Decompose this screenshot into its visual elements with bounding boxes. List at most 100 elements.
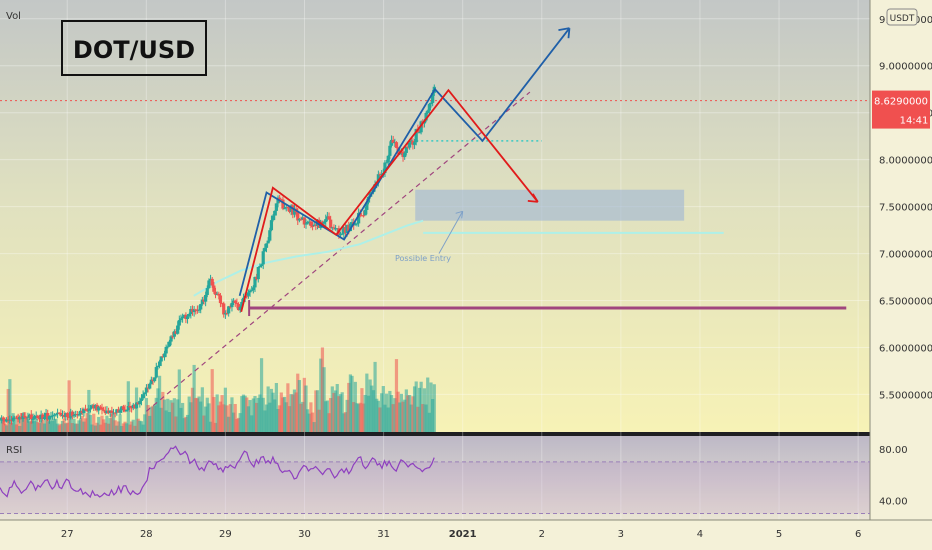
candle-141 <box>232 298 236 306</box>
candle-22 <box>36 414 40 421</box>
candle-8 <box>13 415 17 420</box>
volume-bar-93 <box>153 405 157 432</box>
rsi-panel: 80.00 40.00 <box>0 445 908 515</box>
time-tick-label-8: 4 <box>697 529 703 540</box>
volume-bar-72 <box>118 414 122 432</box>
candle-113 <box>185 314 190 324</box>
volume-bar-160 <box>263 410 267 432</box>
price-tick-label-6: 6.5000000 <box>879 297 932 308</box>
volume-bar-107 <box>176 399 180 432</box>
volume-bar-150 <box>246 406 251 432</box>
volume-bar-158 <box>259 358 264 432</box>
time-tick-label-2: 29 <box>219 529 232 540</box>
candle-137 <box>225 309 229 316</box>
candle-254 <box>417 131 422 134</box>
candle-143 <box>235 298 239 309</box>
volume-bar-221 <box>363 394 367 432</box>
candle-98 <box>161 353 165 358</box>
volume-bar-137 <box>225 405 229 432</box>
candle-133 <box>218 292 223 308</box>
volume-bar-41 <box>67 380 71 432</box>
volume-bar-210 <box>345 399 349 432</box>
volume-bar-121 <box>199 401 203 432</box>
moving-average <box>193 219 424 297</box>
volume-label: Vol <box>6 11 21 22</box>
volume-bar-228 <box>375 398 379 432</box>
blue-arrowhead <box>558 27 571 39</box>
volume-bar-233 <box>383 404 387 432</box>
volume-bar-24 <box>39 416 43 432</box>
volume-bar-136 <box>223 387 227 432</box>
volume-bar-97 <box>159 407 163 432</box>
candle-217 <box>357 208 361 227</box>
volume-bar-44 <box>72 418 76 432</box>
candle-10 <box>16 413 20 423</box>
volume-bar-209 <box>343 412 348 432</box>
volume-bar-99 <box>162 399 167 432</box>
volume-bar-196 <box>322 367 326 432</box>
volume-bar-106 <box>174 416 178 432</box>
volume-bar-191 <box>314 390 318 432</box>
volume-bar-142 <box>233 403 237 432</box>
volume-bar-171 <box>281 397 285 432</box>
volume-bar-169 <box>278 405 282 432</box>
volume-bar-239 <box>393 398 397 432</box>
candle-215 <box>353 222 357 226</box>
candle-151 <box>248 288 252 297</box>
candle-70 <box>115 408 119 416</box>
volume-bar-36 <box>59 423 63 432</box>
candle-219 <box>360 215 364 217</box>
candle-108 <box>177 315 181 330</box>
volume-bar-235 <box>386 407 390 432</box>
candle-163 <box>268 227 272 242</box>
possible-entry-arrow <box>438 211 464 254</box>
volume-bar-18 <box>29 421 33 432</box>
candle-132 <box>217 291 221 300</box>
candle-138 <box>227 305 231 317</box>
candle-144 <box>236 302 241 311</box>
candle-80 <box>131 402 135 411</box>
currency-badge[interactable] <box>886 8 918 26</box>
pattern-paths <box>238 27 571 313</box>
candle-71 <box>116 406 121 413</box>
volume-bar-251 <box>412 386 417 432</box>
candle-3 <box>4 417 9 423</box>
candle-201 <box>330 226 334 231</box>
volume-bar-38 <box>62 418 66 432</box>
volume-bar-240 <box>394 359 399 432</box>
candle-47 <box>77 411 81 417</box>
candle-142 <box>233 299 237 307</box>
volume-bar-242 <box>398 402 402 432</box>
chart-title: DOT/USD <box>73 36 195 64</box>
volume-bar-16 <box>26 418 30 432</box>
volume-bar-200 <box>329 398 333 432</box>
volume-bar-2 <box>3 424 7 432</box>
title-box <box>61 20 207 76</box>
candle-75 <box>123 404 127 413</box>
candle-157 <box>258 263 262 268</box>
volume-bar-7 <box>11 413 15 432</box>
volume-bar-253 <box>416 406 420 432</box>
volume-bar-159 <box>261 397 265 432</box>
candle-36 <box>59 409 63 417</box>
volume-bar-122 <box>200 387 204 432</box>
candle-111 <box>182 314 186 319</box>
volume-bar-111 <box>182 418 186 432</box>
volume-bar-8 <box>13 418 17 432</box>
volume-bar-254 <box>417 387 422 432</box>
candle-190 <box>312 221 316 227</box>
volume-bar-250 <box>411 396 415 432</box>
volume-bar-115 <box>189 402 193 432</box>
volume-bar-217 <box>357 404 361 432</box>
candle-32 <box>52 412 56 420</box>
currency-badge-text: USDT <box>890 14 915 24</box>
candle-183 <box>301 214 305 220</box>
volume-bar-66 <box>108 418 112 432</box>
volume-bar-225 <box>370 385 374 432</box>
candle-88 <box>144 384 149 396</box>
volume-bar-164 <box>269 388 274 432</box>
candle-40 <box>65 412 70 421</box>
candle-17 <box>28 413 32 421</box>
volume-bar-0 <box>0 420 4 432</box>
